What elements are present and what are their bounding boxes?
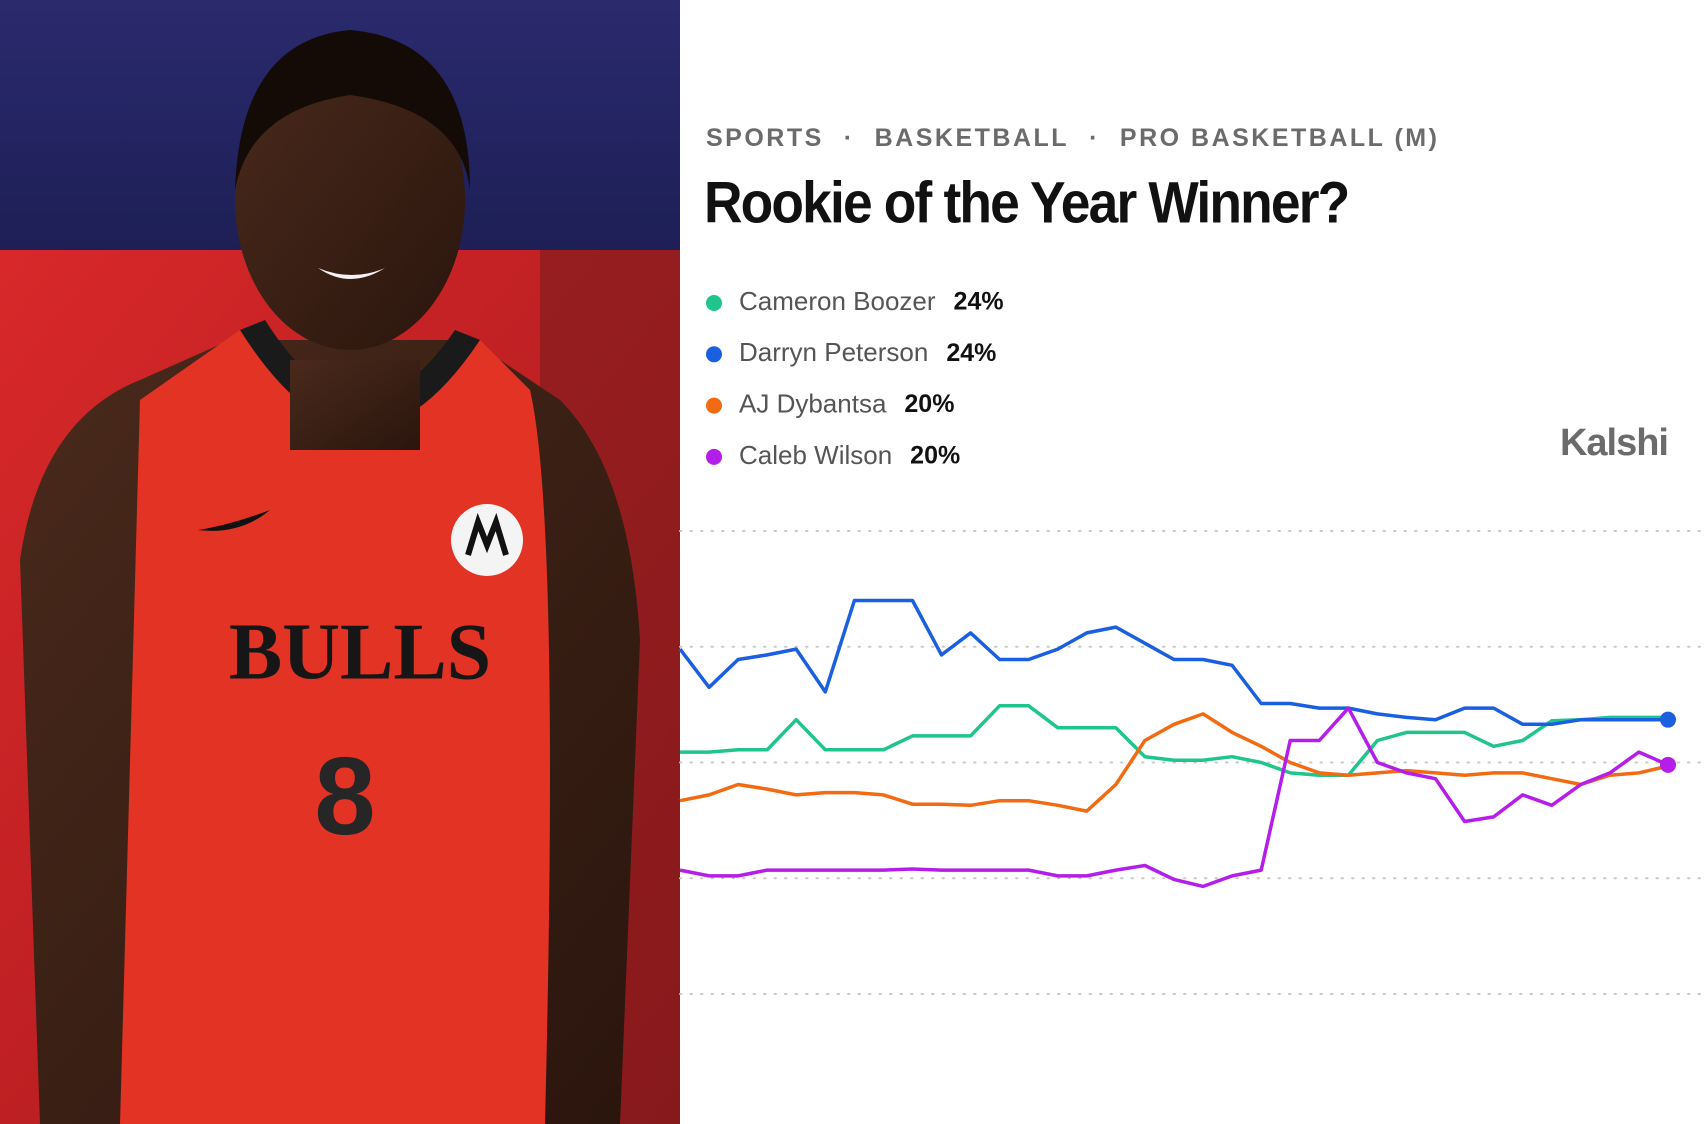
jersey-text: BULLS [229, 608, 491, 696]
legend-item: Caleb Wilson 20% [706, 440, 960, 470]
breadcrumb-item: BASKETBALL [875, 124, 1069, 152]
legend-item: Darryn Peterson 24% [706, 337, 996, 367]
breadcrumb-item: SPORTS [706, 124, 824, 152]
separator: · [844, 124, 855, 152]
source-logo: Kalshi [1560, 422, 1668, 464]
breadcrumb-item: PRO BASKETBALL (M) [1120, 124, 1440, 152]
legend-value: 24% [954, 288, 1004, 316]
chart-title: Rookie of the Year Winner? [704, 170, 1348, 235]
legend-value: 20% [904, 390, 954, 418]
legend-swatch [706, 346, 722, 363]
jersey-number: 8 [314, 735, 375, 858]
series-line [679, 706, 1669, 889]
series-line [680, 704, 1668, 777]
legend-value: 20% [910, 442, 960, 470]
legend-label: AJ Dybantsa [739, 388, 887, 418]
player-photo: BULLS 8 [0, 0, 680, 1124]
legend-label: Caleb Wilson [739, 440, 892, 470]
series-line [679, 712, 1669, 813]
end-dot [1660, 711, 1676, 728]
legend-item: AJ Dybantsa 20% [706, 388, 954, 418]
legend-swatch [706, 397, 722, 414]
end-dot [1660, 756, 1676, 773]
breadcrumb: SPORTS · BASKETBALL · PRO BASKETBALL (M) [706, 124, 1439, 152]
chart: SPORTS · BASKETBALL · PRO BASKETBALL (M) Roo… [678, 124, 1704, 995]
legend-value: 24% [946, 339, 996, 367]
legend-item: Cameron Boozer 24% [706, 286, 1004, 316]
legend-label: Darryn Peterson [739, 337, 928, 367]
legend-swatch [706, 295, 722, 311]
legend-label: Cameron Boozer [739, 286, 936, 316]
separator: · [1089, 124, 1100, 152]
series-line [678, 598, 1668, 727]
legend-swatch [706, 448, 722, 465]
